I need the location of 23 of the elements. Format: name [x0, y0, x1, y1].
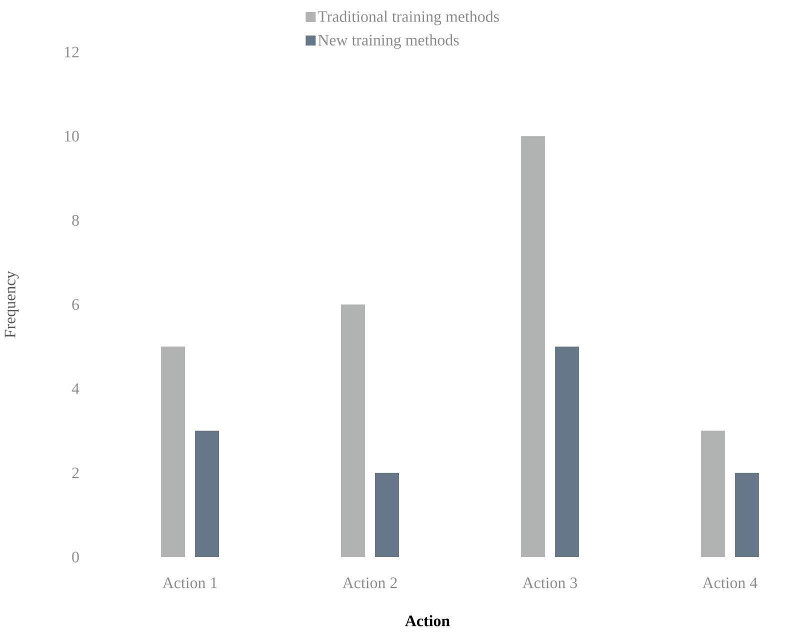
x-tick-label: Action 2 [342, 578, 397, 588]
x-tick-label: Action 1 [162, 578, 217, 588]
y-tick-label: 2 [72, 468, 79, 478]
bar [195, 430, 220, 557]
y-tick-label: 8 [72, 214, 79, 226]
bar [734, 472, 759, 557]
bar [161, 346, 186, 557]
y-tick-label: 0 [72, 552, 79, 562]
x-tick-label: Action 4 [702, 578, 758, 588]
y-tick-label: 6 [72, 299, 80, 310]
y-tick-label: 10 [64, 130, 79, 142]
x-tick-label: Action 3 [522, 578, 578, 588]
bar [700, 430, 725, 557]
bar [554, 346, 579, 557]
bar [520, 136, 545, 557]
y-tick-label: 12 [64, 46, 79, 58]
legend-label: New training methods [318, 34, 459, 49]
x-axis-title: Action [405, 615, 450, 626]
legend-label: Traditional training methods [318, 10, 499, 26]
y-tick-label: 4 [72, 383, 80, 394]
bar [375, 472, 399, 557]
bar [341, 304, 365, 557]
y-axis-title: Frequency [4, 270, 19, 338]
